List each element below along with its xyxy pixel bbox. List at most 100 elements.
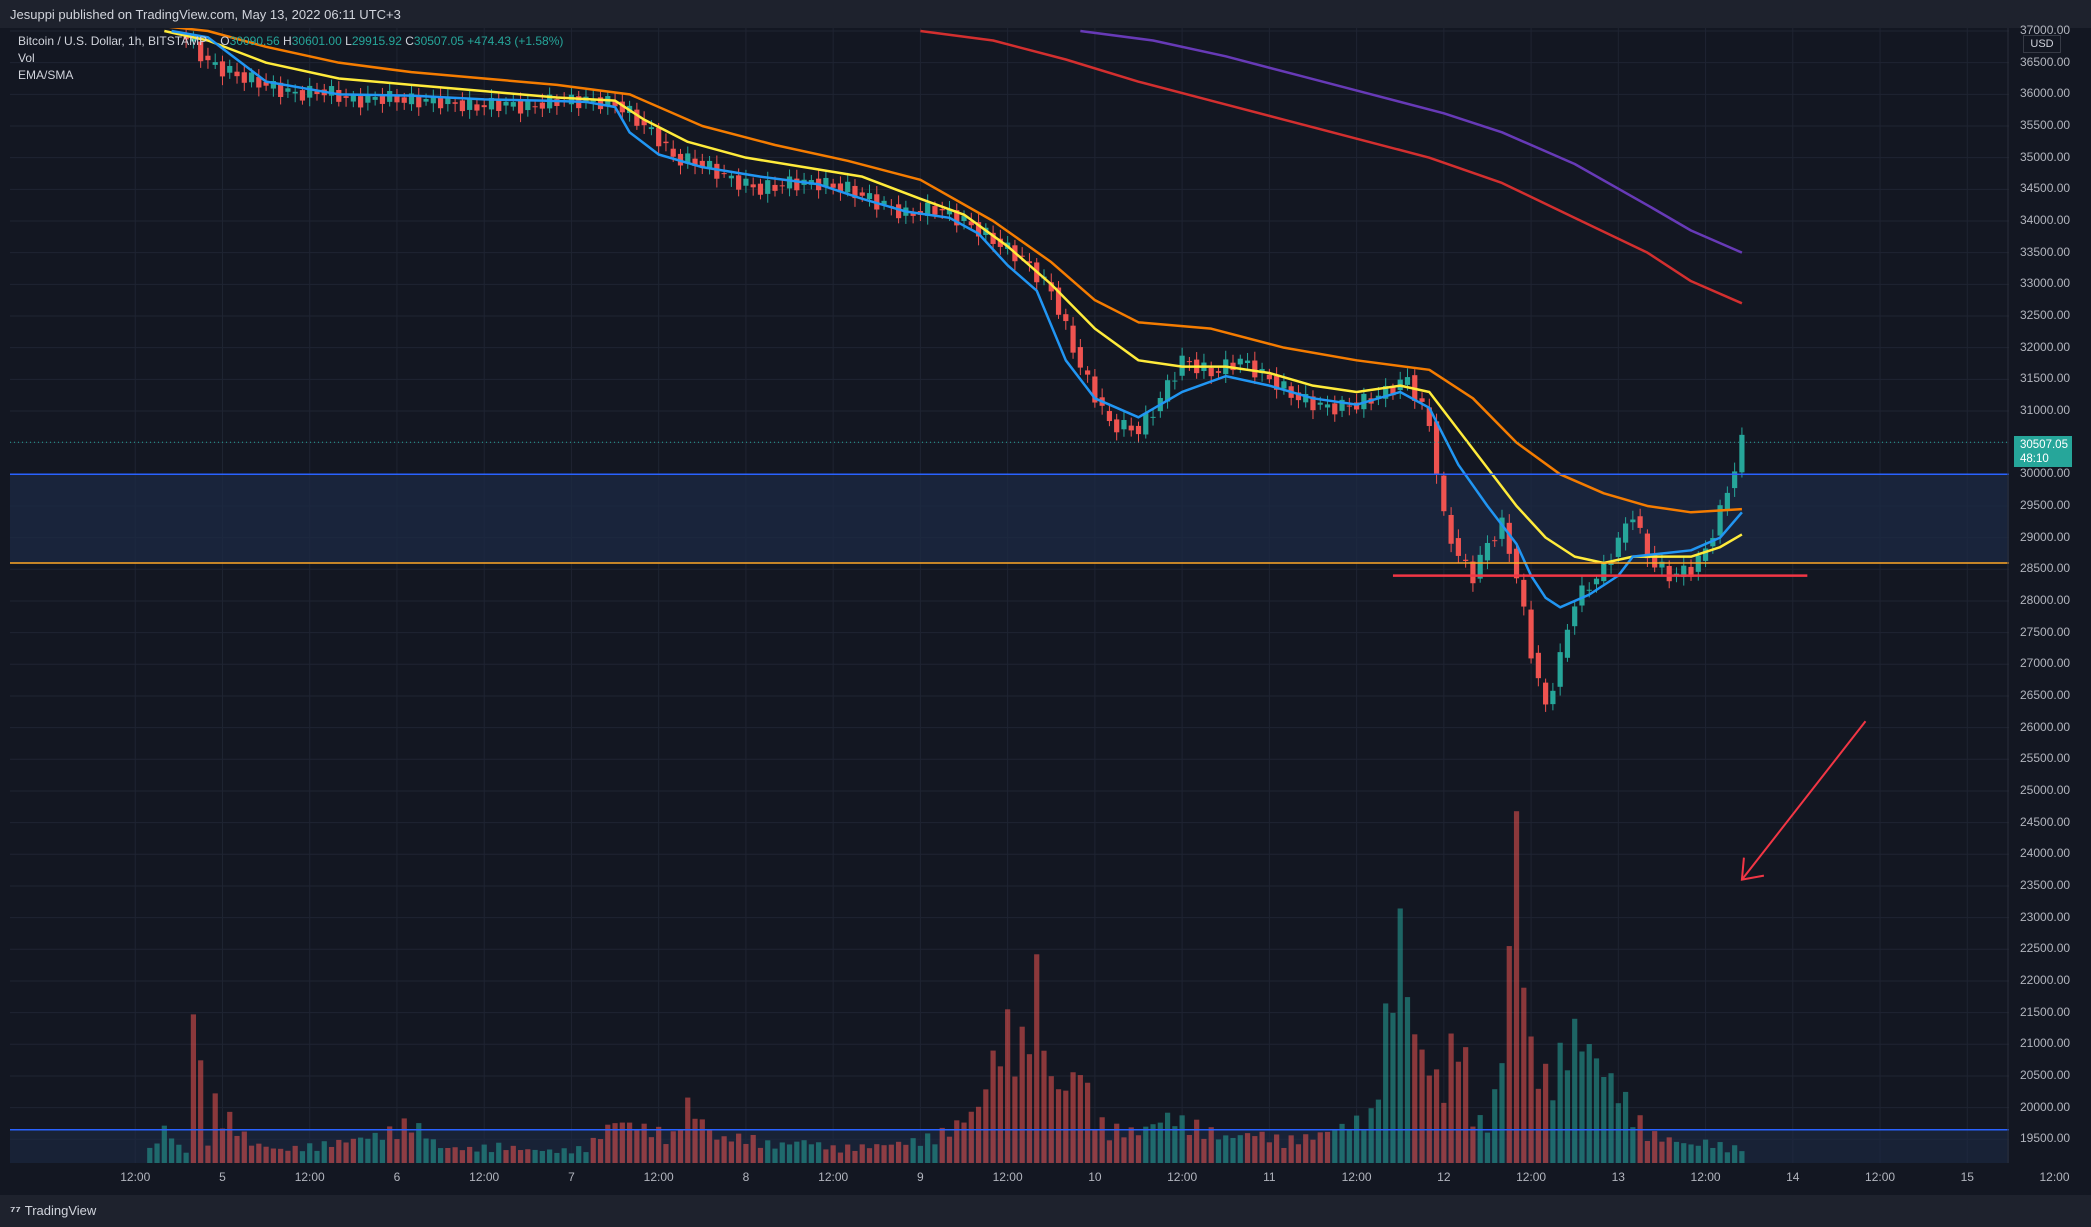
volume-bar — [314, 1150, 320, 1163]
candle-body — [1433, 421, 1440, 475]
y-tick-label: 34000.00 — [2020, 212, 2071, 227]
volume-bar — [1150, 1124, 1156, 1163]
volume-bar — [343, 1142, 349, 1163]
tradingview-mark-icon: ⁷⁷ — [10, 1203, 21, 1218]
candle-body — [248, 72, 255, 83]
volume-bar — [1433, 1069, 1440, 1163]
y-tick-label: 23500.00 — [2020, 877, 2071, 892]
volume-bar — [612, 1123, 618, 1163]
volume-bar — [895, 1141, 902, 1163]
candle-body — [1375, 395, 1382, 398]
volume-bar — [983, 1089, 989, 1163]
y-tick-label: 29000.00 — [2020, 529, 2071, 544]
candle-body — [1637, 516, 1643, 528]
volume-bar — [1092, 1129, 1098, 1163]
candle-body — [1557, 652, 1563, 687]
volume-bar — [408, 1132, 415, 1163]
candle-body — [997, 238, 1003, 247]
volume-bar — [1005, 1009, 1011, 1163]
legend-ema-sma[interactable]: EMA/SMA — [18, 68, 74, 82]
volume-bar — [1143, 1126, 1149, 1163]
y-tick-label: 33000.00 — [2020, 276, 2071, 291]
candle-body — [1652, 553, 1658, 568]
volume-bar — [816, 1142, 822, 1163]
candle-body — [881, 200, 887, 205]
volume-bar — [874, 1144, 880, 1163]
candle-body — [198, 41, 204, 62]
x-tick-label: 13 — [1611, 1170, 1625, 1184]
volume-bar — [1026, 1054, 1033, 1163]
candle-body — [1172, 380, 1178, 382]
x-tick-label: 14 — [1786, 1170, 1800, 1184]
volume-bar — [154, 1143, 160, 1163]
legend-volume[interactable]: Vol — [18, 51, 35, 65]
volume-bar — [517, 1150, 524, 1163]
candle-body — [743, 178, 749, 186]
volume-bar — [1099, 1117, 1105, 1163]
volume-bar — [1652, 1131, 1658, 1163]
candle-body — [968, 221, 974, 226]
volume-bar — [1135, 1135, 1142, 1163]
volume-bar — [634, 1129, 640, 1163]
volume-bar — [510, 1145, 516, 1163]
volume-bar — [1695, 1145, 1701, 1163]
candle-body — [1266, 374, 1272, 380]
candle-body — [285, 88, 291, 92]
candle-body — [299, 90, 306, 101]
candle-body — [990, 232, 996, 244]
candle-body — [1688, 566, 1694, 577]
candle-body — [1346, 405, 1352, 407]
volume-bar — [190, 1014, 196, 1163]
candle-body — [1281, 381, 1287, 389]
candle-body — [1186, 361, 1192, 363]
candle-body — [750, 184, 756, 188]
candle-body — [430, 96, 436, 104]
y-tick-label: 20500.00 — [2020, 1067, 2071, 1082]
currency-button[interactable]: USD — [2023, 35, 2061, 53]
volume-bar — [859, 1144, 865, 1163]
volume-bar — [1259, 1131, 1265, 1163]
x-tick-label: 11 — [1263, 1170, 1276, 1184]
candle-body — [292, 91, 298, 94]
volume-bar — [1055, 1089, 1062, 1163]
candle-body — [1143, 412, 1149, 435]
y-tick-label: 27500.00 — [2020, 624, 2071, 639]
sma-200-line — [920, 29, 1743, 305]
volume-bar — [321, 1141, 327, 1163]
candle-body — [1535, 652, 1541, 679]
candle-body — [1666, 565, 1672, 582]
volume-bar — [903, 1144, 909, 1163]
candle-body — [517, 101, 524, 114]
y-tick-label: 36500.00 — [2020, 54, 2071, 69]
price-chart[interactable] — [10, 28, 2009, 1163]
candle-body — [1681, 565, 1687, 577]
candle-body — [219, 61, 226, 77]
volume-bar — [350, 1138, 356, 1163]
volume-bar — [656, 1126, 662, 1163]
tradingview-logo[interactable]: ⁷⁷ TradingView — [10, 1203, 96, 1218]
volume-bar — [605, 1124, 611, 1163]
candle-body — [837, 183, 844, 193]
chart-area[interactable] — [10, 28, 2009, 1163]
volume-bar — [1644, 1140, 1650, 1163]
candle-body — [437, 96, 444, 109]
candle-body — [256, 77, 262, 88]
candle-body — [765, 180, 771, 194]
candle-body — [539, 102, 545, 109]
x-tick-label: 12:00 — [1167, 1170, 1198, 1184]
volume-bar — [1521, 987, 1527, 1163]
candle-body — [1244, 360, 1251, 364]
volume-bar — [554, 1152, 560, 1163]
symbol-label[interactable]: Bitcoin / U.S. Dollar, 1h, BITSTAMP — [18, 34, 207, 48]
volume-bar — [627, 1122, 633, 1163]
volume-bar — [619, 1122, 625, 1163]
x-tick-label: 15 — [1960, 1170, 1974, 1184]
candle-body — [503, 101, 509, 106]
volume-bar — [1288, 1135, 1294, 1163]
candle-body — [1593, 578, 1600, 585]
y-tick-label: 24500.00 — [2020, 814, 2071, 829]
candle-body — [721, 173, 727, 175]
candle-body — [1237, 358, 1243, 365]
candle-body — [1215, 371, 1222, 373]
volume-bar — [845, 1144, 851, 1163]
